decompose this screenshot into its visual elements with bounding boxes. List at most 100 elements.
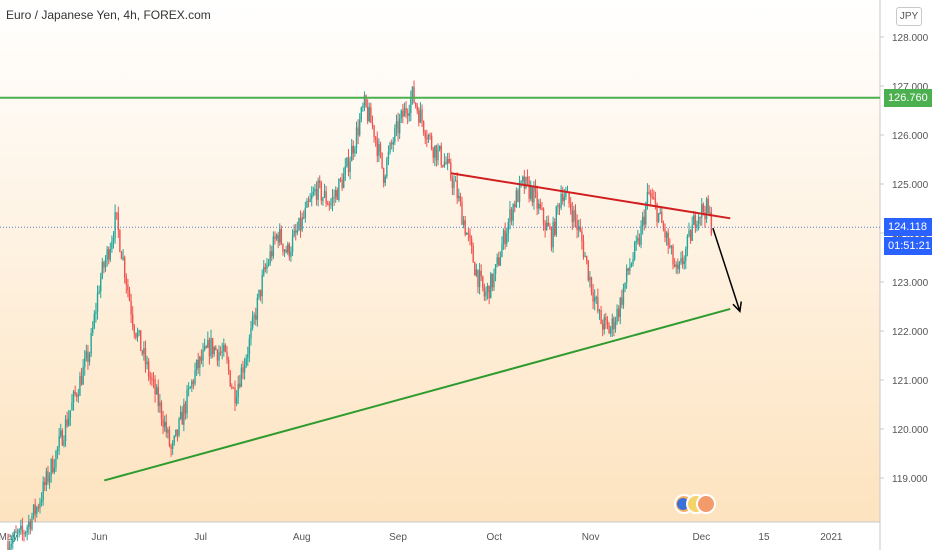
candle [624,282,626,293]
candle-body [32,504,35,517]
candle-body [686,235,689,250]
candle-body [280,229,283,244]
candle-body [149,376,151,379]
candle-body [40,500,43,503]
events-icon[interactable] [672,492,720,516]
candle-body [306,200,308,208]
candle-body [79,376,81,396]
candle [128,286,131,302]
candle-body [411,86,414,99]
candle-body [672,245,674,265]
candle [418,107,420,127]
candle [608,322,610,334]
candle-body [96,293,99,312]
candle-body [389,143,391,153]
candle [69,410,72,426]
candle [549,222,551,230]
candle [224,343,227,353]
candle-body [493,273,495,288]
candle [197,352,199,374]
candle-body [438,145,441,150]
candle [290,246,292,262]
currency-button[interactable]: JPY [896,7,922,26]
candle [440,142,442,168]
candle [398,113,401,140]
price-tick-label: 125.000 [892,180,929,191]
candle-body [82,366,84,385]
candle-body [395,121,398,128]
candle-body [133,325,135,334]
time-axis-background [0,522,880,550]
time-tick-label: Oct [487,532,503,543]
candle-body [218,352,220,361]
time-tick-label: Sep [389,532,407,543]
candle [131,306,134,331]
candle [210,329,212,359]
candle-body [147,361,150,377]
candle [346,156,348,168]
candle-body [406,113,409,116]
candle [689,229,692,244]
support-trendline [104,307,731,482]
candle [96,285,99,320]
candle-body [664,228,666,238]
candle-body [44,481,46,485]
candle [458,188,460,202]
candle [546,215,548,231]
candle [371,115,374,130]
candle-body [603,317,605,330]
candle-body [480,270,482,277]
candle-body [266,264,268,270]
candle [266,258,268,274]
candle-body [562,194,564,202]
candle [341,173,343,191]
candle-body [360,107,362,120]
time-tick-label: May [0,532,17,543]
candle-body [330,202,332,206]
candle [633,240,636,262]
candle-body [240,367,243,387]
candle-body [296,230,299,233]
candle [328,200,331,211]
candle-body [341,179,343,189]
candle [696,220,698,232]
candle-body [352,145,354,154]
candle [400,109,402,124]
candle-body [451,178,454,189]
candle-body [605,317,607,321]
candle-body [127,284,129,291]
candle-body [466,233,468,235]
candle [461,196,463,225]
candle-body [138,330,140,333]
candle-body [402,110,404,117]
candle [283,249,286,258]
candle-body [461,201,463,225]
candle-body [279,229,281,243]
candle-body [170,445,172,449]
candle [498,251,500,267]
candle-body [475,269,478,276]
candle-body [661,211,663,223]
candle [382,167,385,188]
candle [365,94,367,109]
candle [122,249,124,261]
candle [245,354,247,368]
candle-body [116,212,118,214]
candle-body [314,188,316,192]
candle [477,269,479,294]
candle [175,429,177,438]
candle [335,186,337,203]
candle [435,144,438,167]
candle [697,212,700,231]
candle-body [533,186,535,203]
candle-body [470,238,473,246]
candle-body [355,127,358,149]
candle [315,181,318,206]
candle-body [237,383,239,397]
candle [10,537,12,550]
candle [296,221,299,236]
candle [312,186,315,197]
candle [106,245,108,267]
candle [282,243,284,256]
